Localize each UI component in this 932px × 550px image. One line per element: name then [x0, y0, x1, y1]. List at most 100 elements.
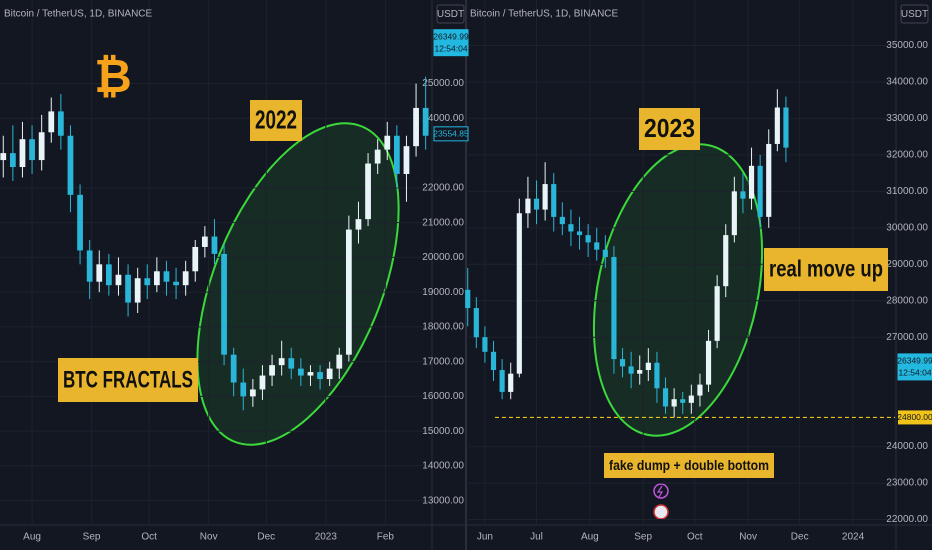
y-tick-label: 16000.00	[422, 391, 464, 402]
candle-body	[134, 278, 141, 303]
candle-body	[0, 153, 7, 161]
y-tick-label: 15000.00	[422, 426, 464, 437]
y-tick-label: 32000.00	[886, 150, 928, 161]
y-tick-label: 14000.00	[422, 461, 464, 472]
candle-body	[602, 249, 608, 257]
candle-body	[269, 365, 275, 376]
y-tick-label: 29000.00	[886, 259, 928, 270]
annotation-text: real move up	[769, 256, 883, 282]
event-icon[interactable]	[653, 483, 669, 499]
candle-body	[680, 399, 686, 403]
candle-body	[374, 149, 381, 164]
candle-body	[766, 143, 772, 217]
candle-body	[105, 264, 112, 286]
y-tick-label: 31000.00	[886, 186, 928, 197]
y-tick-label: 22000.00	[422, 183, 464, 194]
x-tick-label: Dec	[791, 532, 809, 543]
candle-body	[654, 362, 660, 389]
candle-body	[688, 395, 694, 403]
candle-body	[705, 340, 712, 385]
candle-body	[211, 236, 218, 254]
annotation-text: 2023	[644, 113, 695, 143]
chart-header: Bitcoin / TetherUS, 1D, BINANCE	[470, 9, 619, 20]
currency-box	[900, 4, 929, 24]
y-tick-label: 21000.00	[422, 217, 464, 228]
annotation-text: 2022	[255, 104, 297, 134]
y-tick-label: 30000.00	[886, 222, 928, 233]
candle-body	[86, 250, 93, 282]
candle-body	[278, 358, 285, 366]
currency-label: USDT	[437, 9, 464, 20]
price-tag	[897, 353, 932, 381]
candle-body	[628, 366, 634, 374]
candle-body	[201, 236, 208, 247]
candle-body	[697, 384, 703, 396]
candle-body	[637, 370, 643, 374]
candle-body	[317, 372, 323, 380]
annotation-box	[639, 108, 700, 150]
y-tick-label: 25000.00	[422, 78, 464, 89]
y-tick-label: 13000.00	[422, 495, 464, 506]
candle-body	[533, 198, 540, 210]
candle-body	[163, 271, 170, 282]
x-tick-label: 2023	[315, 532, 338, 543]
level-tag-label: 24800.00	[897, 412, 932, 422]
y-tick-label: 34000.00	[886, 77, 928, 88]
candle-body	[714, 286, 720, 341]
y-tick-label: 35000.00	[886, 40, 928, 51]
chart-header: Bitcoin / TetherUS, 1D, BINANCE	[4, 9, 153, 20]
candle-body	[551, 184, 557, 217]
x-tick-label: Aug	[581, 532, 599, 543]
candle-body	[757, 165, 763, 217]
x-tick-label: 2024	[842, 532, 865, 543]
candle-body	[38, 132, 45, 161]
candle-body	[249, 389, 256, 397]
candle-body	[221, 253, 227, 355]
currency-label: USDT	[901, 9, 928, 20]
candle-body	[326, 368, 333, 380]
y-tick-label: 28000.00	[886, 295, 928, 306]
candle-body	[413, 107, 419, 147]
annotation-text: BTC FRACTALS	[63, 366, 193, 393]
x-tick-label: Feb	[377, 532, 395, 543]
y-tick-label: 24000.00	[422, 113, 464, 124]
x-tick-label: Sep	[83, 532, 101, 543]
candle-body	[542, 184, 548, 210]
candle-body	[525, 198, 531, 214]
x-tick-label: Dec	[257, 532, 275, 543]
candle-body	[57, 111, 64, 136]
highlight-ellipse	[196, 122, 400, 446]
candle-body	[115, 274, 122, 286]
candle-body	[611, 256, 617, 360]
y-tick-label: 33000.00	[886, 113, 928, 124]
y-tick-label: 27000.00	[886, 332, 928, 343]
candle-body	[499, 370, 505, 392]
candle-body	[671, 399, 677, 407]
candle-body	[259, 375, 266, 390]
candle-body	[96, 264, 103, 282]
candle-body	[490, 351, 497, 371]
candle-body	[508, 373, 514, 392]
candle-body	[594, 242, 600, 250]
annotation-box	[250, 100, 302, 141]
x-tick-label: Oct	[687, 532, 703, 543]
highlight-ellipse	[592, 143, 764, 437]
price-tag-label: 23554.85	[433, 129, 469, 139]
x-tick-label: Sep	[634, 532, 652, 543]
y-tick-label: 18000.00	[422, 322, 464, 333]
price-tag	[433, 126, 469, 142]
candle-body	[336, 354, 343, 369]
event-icon-flag[interactable]	[653, 504, 669, 520]
candle-body	[774, 107, 780, 144]
event-icon-bolt	[656, 485, 664, 498]
x-tick-label: Aug	[23, 532, 41, 543]
y-tick-label: 24000.00	[886, 441, 928, 452]
price-tag-label: 26349.99	[897, 356, 932, 366]
candle-body	[9, 153, 16, 168]
candle-body	[297, 368, 304, 376]
candle-body	[576, 231, 583, 236]
candle-body	[29, 139, 35, 161]
candle-body	[288, 358, 295, 369]
candle-body	[153, 271, 160, 286]
level-tag	[898, 410, 932, 425]
